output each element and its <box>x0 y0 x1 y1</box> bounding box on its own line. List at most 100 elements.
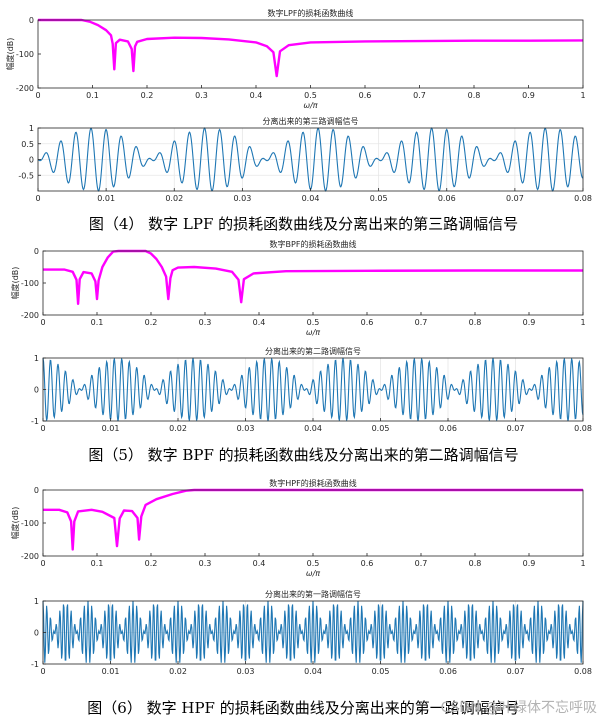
x-tick-label: 0.3 <box>199 318 212 327</box>
chart-title: 数字HPF的损耗函数曲线 <box>269 478 356 488</box>
x-tick-label: 0.08 <box>574 667 592 676</box>
x-tick-label: 0.07 <box>506 194 524 203</box>
x-tick-label: 0.2 <box>145 318 158 327</box>
x-axis-label: ω/π <box>306 569 320 578</box>
y-tick-label: -100 <box>16 50 34 59</box>
x-tick-label: 0.4 <box>253 559 266 568</box>
x-tick-label: 1 <box>580 91 585 100</box>
x-tick-label: 0.05 <box>372 424 390 433</box>
watermark: CSDN @叶绿体不忘呼吸 <box>440 700 597 716</box>
y-axis-label: 幅度(dB) <box>10 267 20 300</box>
y-tick-label: 0 <box>34 386 39 395</box>
figure-5-caption: 图（5） 数字 BPF 的损耗函数曲线及分离出来的第二路调幅信号 <box>88 446 519 464</box>
y-tick-label: -100 <box>21 519 39 528</box>
x-tick-label: 0.05 <box>370 194 388 203</box>
x-tick-label: 0.04 <box>302 194 320 203</box>
x-tick-label: 0.03 <box>233 194 251 203</box>
x-tick-label: 0 <box>40 424 45 433</box>
x-tick-label: 0.5 <box>307 559 320 568</box>
x-tick-label: 0.5 <box>304 91 317 100</box>
x-tick-label: 0.01 <box>102 424 120 433</box>
x-tick-label: 0.4 <box>250 91 263 100</box>
x-tick-label: 0.04 <box>304 424 322 433</box>
x-tick-label: 0.9 <box>523 559 536 568</box>
chart-title: 分离出来的第三路调幅信号 <box>263 116 359 126</box>
fig6-panel-loss: 数字HPF的损耗函数曲线 0 0.1 0.2 0.3 0.4 0.5 0.6 0.7 0.8 0.9… <box>10 478 586 578</box>
x-tick-label: 0.01 <box>97 194 115 203</box>
x-tick-label: 0.2 <box>141 91 154 100</box>
x-tick-label: 0.1 <box>86 91 99 100</box>
x-tick-label: 0.7 <box>415 318 428 327</box>
chart-title: 数字BPF的损耗函数曲线 <box>270 239 357 249</box>
x-tick-label: 0.08 <box>574 194 592 203</box>
x-tick-label: 0.2 <box>145 559 158 568</box>
x-tick-label: 0.06 <box>439 424 457 433</box>
y-tick-label: -200 <box>21 552 39 561</box>
x-tick-label: 0.3 <box>195 91 208 100</box>
y-tick-label: -200 <box>16 84 34 93</box>
fig6-panel-signal: 分离出来的第一路调幅信号 0 0.01 0.02 0.03 0.04 0.05 0.06 0.0… <box>31 589 592 676</box>
x-tick-label: 0.04 <box>304 667 322 676</box>
axes-frame <box>42 489 584 557</box>
chart-title: 分离出来的第二路调幅信号 <box>265 346 361 356</box>
x-tick-label: 0 <box>40 667 45 676</box>
x-tick-label: 0.8 <box>468 91 481 100</box>
x-tick-label: 0.02 <box>165 194 183 203</box>
x-tick-label: 0.03 <box>237 424 255 433</box>
y-axis-label: 幅度(dB) <box>5 38 15 71</box>
x-tick-label: 0.9 <box>522 91 535 100</box>
x-tick-label: 0.8 <box>469 559 482 568</box>
y-tick-label: 1 <box>34 354 39 363</box>
y-tick-label: 0.5 <box>21 140 34 149</box>
x-tick-label: 1 <box>580 559 585 568</box>
chart-title: 分离出来的第一路调幅信号 <box>265 589 361 599</box>
x-tick-label: 0.01 <box>102 667 120 676</box>
x-tick-label: 0.07 <box>507 424 525 433</box>
fig4-panel-signal: 分离出来的第三路调幅信号 0 0.01 0.02 0.03 0.04 0.05 0.06 0.0… <box>18 116 592 203</box>
x-tick-label: 0.3 <box>199 559 212 568</box>
x-axis-label: ω/π <box>306 328 320 337</box>
x-tick-label: 0.08 <box>574 424 592 433</box>
axes-frame <box>37 19 584 89</box>
y-tick-label: 1 <box>34 597 39 606</box>
x-tick-label: 0.1 <box>91 318 104 327</box>
x-tick-label: 0.6 <box>361 559 374 568</box>
x-tick-label: 0.02 <box>169 424 187 433</box>
y-tick-label: -200 <box>21 311 39 320</box>
x-tick-label: 0.7 <box>413 91 426 100</box>
x-tick-label: 0 <box>40 559 45 568</box>
loss-curve <box>43 249 583 305</box>
y-axis-label: 幅度(dB) <box>10 507 20 540</box>
fig5-panel-signal: 分离出来的第二路调幅信号 0 0.01 0.02 0.03 0.04 0.05 0.06 0.0… <box>31 346 592 433</box>
figure-6-caption: 图（6） 数字 HPF 的损耗函数曲线及分离出来的第一路调幅信号 <box>87 699 520 717</box>
y-tick-label: -0.5 <box>18 171 34 180</box>
x-tick-label: 0.02 <box>169 667 187 676</box>
axes-frame <box>42 250 584 316</box>
x-tick-label: 0.06 <box>439 667 457 676</box>
y-tick-label: -1 <box>31 417 39 426</box>
x-tick-label: 0.1 <box>91 559 104 568</box>
loss-curve <box>43 488 583 551</box>
x-tick-label: 0.03 <box>237 667 255 676</box>
x-tick-label: 0.4 <box>253 318 266 327</box>
x-tick-label: 0 <box>40 318 45 327</box>
x-tick-label: 0 <box>35 194 40 203</box>
y-tick-label: 0 <box>29 16 34 25</box>
y-tick-label: 0 <box>34 486 39 495</box>
x-tick-label: 1 <box>580 318 585 327</box>
x-tick-label: 0.9 <box>523 318 536 327</box>
y-tick-label: 0 <box>34 629 39 638</box>
figure-4-caption: 图（4） 数字 LPF 的损耗函数曲线及分离出来的第三路调幅信号 <box>88 215 519 233</box>
y-tick-label: 0 <box>29 156 34 165</box>
loss-curve <box>38 18 584 78</box>
x-tick-label: 0.6 <box>361 318 374 327</box>
x-tick-label: 0.5 <box>307 318 320 327</box>
fig5-panel-loss: 数字BPF的损耗函数曲线 0 0.1 0.2 0.3 0.4 0.5 0.6 0.7 0.8 0.9… <box>10 239 586 337</box>
chart-title: 数字LPF的损耗函数曲线 <box>268 8 354 18</box>
x-tick-label: 0.05 <box>372 667 390 676</box>
x-tick-label: 0.06 <box>438 194 456 203</box>
y-tick-label: 1 <box>29 124 34 133</box>
y-tick-label: -1 <box>31 660 39 669</box>
y-tick-label: 0 <box>34 247 39 256</box>
